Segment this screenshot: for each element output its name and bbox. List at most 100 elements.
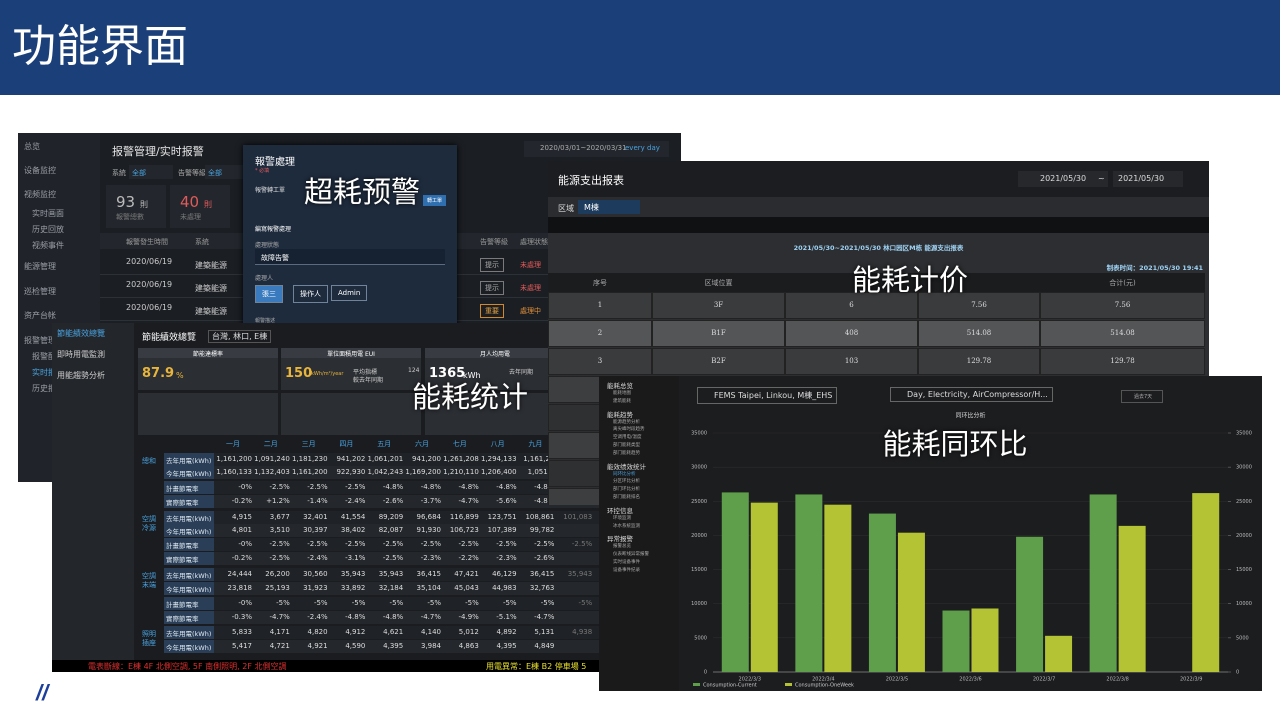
menu-item[interactable]: 能耗总览 bbox=[607, 382, 633, 390]
menu-item[interactable]: 环控信息 bbox=[607, 506, 633, 515]
cell: 建築能源 bbox=[195, 284, 227, 293]
cell: 4,938 bbox=[572, 628, 593, 636]
x-tick-label: 2022/3/3 bbox=[739, 677, 761, 683]
menu-item[interactable]: 節能績效總覽 bbox=[57, 329, 105, 338]
kpi-title: 單位面積用電 EUI bbox=[327, 351, 375, 358]
caption: 能耗统计 bbox=[411, 380, 529, 414]
cell: 1,294,133 bbox=[480, 455, 517, 463]
handler-button[interactable]: 操作人 bbox=[293, 285, 328, 303]
menu-item[interactable]: 部门能耗趋势 bbox=[613, 450, 640, 456]
cell: -2.5% bbox=[269, 540, 290, 548]
menu-item[interactable]: 能源趋势分析 bbox=[613, 419, 640, 425]
kpi-value: 87.9 bbox=[142, 366, 175, 381]
menu-item[interactable]: 空调用电/温度 bbox=[613, 435, 642, 441]
date-input[interactable] bbox=[1018, 171, 1108, 187]
select[interactable] bbox=[578, 200, 640, 214]
row-label: 計畫節電率 bbox=[166, 542, 199, 550]
table-cell bbox=[548, 320, 652, 347]
menu-item[interactable]: 巡检管理 bbox=[24, 287, 56, 296]
filter[interactable]: 全部 bbox=[208, 169, 222, 177]
table-cell bbox=[785, 292, 918, 319]
cell: 33,892 bbox=[340, 584, 366, 592]
cell: 1,061,201 bbox=[367, 455, 404, 463]
cell: 941,202 bbox=[336, 455, 366, 463]
button[interactable]: 轉工單 bbox=[423, 195, 447, 206]
section-name: 總和 bbox=[142, 457, 156, 465]
cell: 1,261,208 bbox=[443, 455, 479, 463]
select[interactable] bbox=[255, 249, 445, 265]
menu-item[interactable]: 能耗趋势 bbox=[607, 410, 633, 419]
cell: 7.56 bbox=[1114, 301, 1131, 309]
menu-item[interactable]: 即時用電監測 bbox=[57, 350, 105, 359]
row-label-cell bbox=[164, 524, 214, 537]
y2-tick-label: 0 bbox=[1236, 670, 1239, 676]
filter[interactable]: 台灣, 林口, E棟 bbox=[208, 330, 272, 343]
cell: 2020/06/19 bbox=[126, 280, 173, 289]
ticker: 電表斷線：E棟 4F 北側空調, 5F 南側照明, 2F 北側空調 bbox=[88, 662, 287, 671]
menu-item[interactable]: 实时报警 bbox=[32, 368, 64, 377]
cell: 3 bbox=[597, 357, 603, 365]
menu-item[interactable]: 建筑能耗 bbox=[613, 398, 631, 404]
handler-button[interactable]: Admin bbox=[331, 285, 368, 301]
kpi-title-bar bbox=[425, 348, 565, 358]
menu-item[interactable]: 设备监控 bbox=[24, 166, 56, 175]
menu-item[interactable]: 同环比分析 bbox=[613, 471, 636, 477]
table-cell bbox=[918, 348, 1040, 375]
slide-title: 功能界面 bbox=[12, 22, 188, 71]
caption: 超耗预警 bbox=[303, 175, 421, 209]
date-input[interactable] bbox=[1113, 171, 1183, 187]
location-filter[interactable]: FEMS Taipei, Linkou, M棟_EHS bbox=[697, 387, 838, 404]
menu-item[interactable]: 视频监控 bbox=[24, 190, 56, 199]
cell: -2.6% bbox=[382, 497, 404, 505]
table-row bbox=[164, 597, 600, 610]
menu-item[interactable]: 离尖峰时段趋势 bbox=[613, 427, 645, 433]
cell: 4,921 bbox=[307, 642, 328, 650]
cell: 41,554 bbox=[340, 513, 366, 521]
menu-item[interactable]: 资产台帐 bbox=[24, 311, 56, 320]
menu-item[interactable]: 报警管理 bbox=[24, 336, 56, 345]
range-select[interactable]: 過去7天 bbox=[1121, 390, 1164, 403]
column-header: 報警發生時間 bbox=[126, 238, 168, 246]
cell: 5,833 bbox=[231, 628, 252, 636]
menu-item[interactable]: 部门能耗类型 bbox=[613, 443, 640, 448]
type-filter[interactable]: Day, Electricity, AirCompressor/H... bbox=[890, 387, 1053, 402]
menu-item[interactable]: 异常报警 bbox=[607, 535, 633, 544]
section-name: 照明插座 bbox=[142, 630, 156, 647]
cell: 514.08 bbox=[966, 329, 992, 337]
menu-item[interactable]: 分区环比分析 bbox=[613, 479, 640, 485]
filter[interactable]: 全部 bbox=[132, 169, 146, 177]
menu-item[interactable]: 总览 bbox=[24, 142, 40, 151]
cell: -2.4% bbox=[307, 613, 328, 621]
menu-item[interactable]: 实时画面 bbox=[32, 209, 64, 218]
column-header: 序号 bbox=[593, 279, 607, 287]
menu-item[interactable]: 设备事件纪录 bbox=[613, 567, 640, 573]
menu-item[interactable]: 历史回放 bbox=[32, 225, 64, 234]
table-cell bbox=[1040, 292, 1205, 319]
date-box bbox=[524, 141, 669, 157]
menu-item[interactable]: 实时设备事件 bbox=[613, 560, 640, 565]
handler-button[interactable]: 張三 bbox=[255, 285, 283, 303]
menu-item[interactable]: 报警总览 bbox=[613, 544, 631, 550]
cell: -2.5% bbox=[345, 540, 366, 548]
cell: -3.7% bbox=[420, 497, 441, 505]
menu-item[interactable]: 视频事件 bbox=[32, 241, 64, 250]
menu-item[interactable]: 能源管理 bbox=[24, 262, 56, 271]
menu-item[interactable]: 部门环比分析 bbox=[613, 487, 640, 493]
menu-item[interactable]: 环境监测 bbox=[613, 515, 631, 521]
menu-item[interactable]: 部门能耗排名 bbox=[613, 495, 640, 500]
row-label: 實際節電率 bbox=[166, 499, 199, 507]
cell: -0.3% bbox=[231, 613, 252, 621]
menu-item[interactable]: 能效绩效统计 bbox=[607, 462, 646, 471]
menu-item[interactable]: 能耗地图 bbox=[613, 391, 631, 396]
cell: -2.5% bbox=[534, 540, 555, 548]
menu-item[interactable]: 历史报警 bbox=[32, 384, 64, 393]
row-label-cell bbox=[164, 538, 214, 551]
date: 2021/05/30 bbox=[1040, 174, 1087, 183]
menu-item[interactable]: 报警配置 bbox=[32, 352, 64, 361]
spacer bbox=[548, 217, 1209, 233]
cell: 1,169,200 bbox=[405, 468, 441, 476]
menu-item[interactable]: 用能趨勢分析 bbox=[57, 371, 105, 380]
cell: 4,912 bbox=[345, 628, 366, 636]
menu-item[interactable]: 冰水系统监测 bbox=[613, 523, 640, 529]
menu-item[interactable]: 仪表断线异常报警 bbox=[613, 552, 649, 558]
